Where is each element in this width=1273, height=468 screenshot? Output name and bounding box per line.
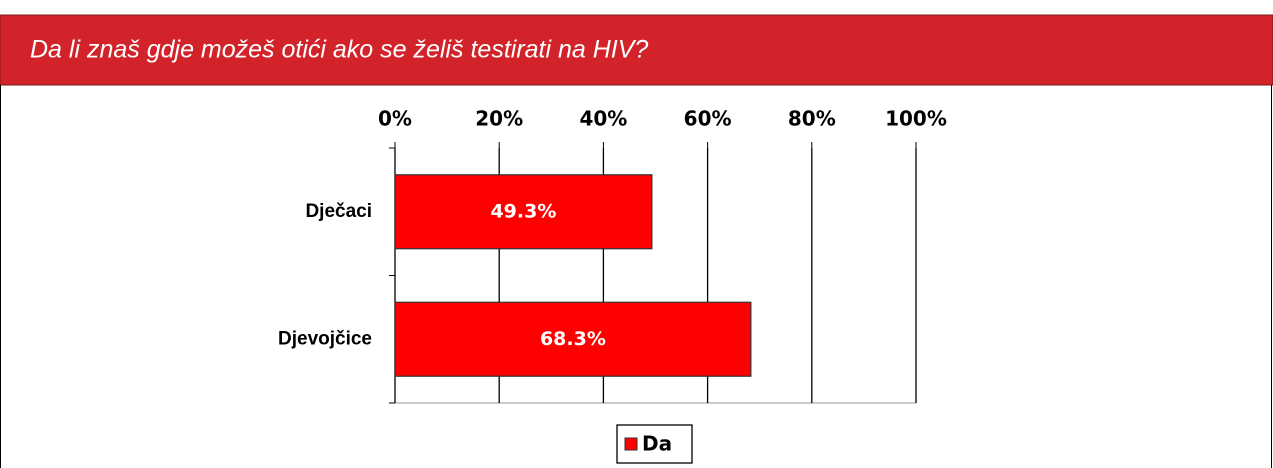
chart: 0% 20% 40% 60% 80% 100% Dječaci 49.3% Djevojčice…: [278, 107, 947, 464]
bar: [394, 301, 752, 377]
data-label: 49.3%: [490, 200, 556, 222]
slide-title: Da li znaš gdje možeš otići ako se želiš…: [30, 36, 648, 64]
legend-label: Da: [642, 432, 672, 456]
x-tick-label: 20%: [475, 107, 523, 131]
data-label: 68.3%: [540, 328, 606, 350]
x-tick-label: 80%: [788, 107, 836, 131]
x-tick-label: 60%: [684, 107, 732, 131]
header-band: [0, 14, 1273, 86]
y-tick-label: Djevojčice: [278, 328, 372, 349]
x-tick-label: 0%: [378, 107, 412, 131]
bar: [394, 174, 653, 250]
x-tick-label: 100%: [885, 107, 947, 131]
y-tick-label: Dječaci: [305, 201, 372, 222]
x-tick-label: 40%: [579, 107, 627, 131]
legend-swatch: [624, 437, 638, 451]
